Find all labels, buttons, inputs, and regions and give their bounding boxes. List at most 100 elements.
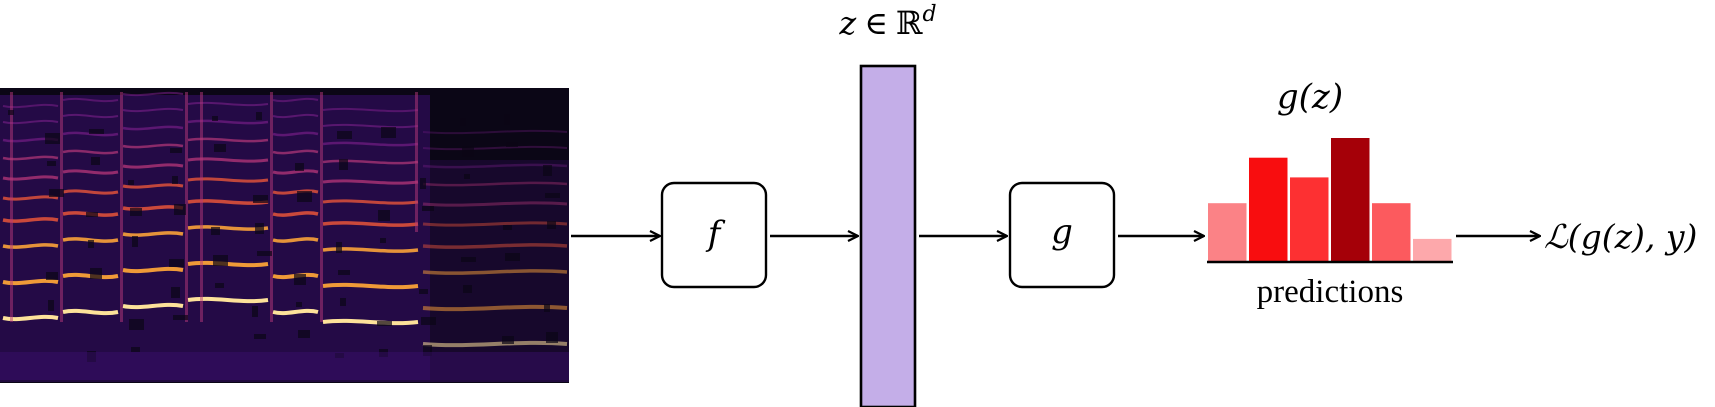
spectrogram-texture xyxy=(172,176,178,184)
predictions-chart: g(z) predictions xyxy=(1207,77,1453,310)
spectrogram-texture xyxy=(422,129,568,135)
spectrogram-texture xyxy=(87,351,96,362)
spectrogram-texture xyxy=(272,131,319,137)
spectrogram-texture xyxy=(132,236,138,247)
spectrogram-texture xyxy=(322,282,419,290)
spectrogram-texture xyxy=(0,352,569,382)
spectrogram-texture xyxy=(88,240,94,248)
spectrogram-texture xyxy=(46,272,58,280)
spectrogram-texture xyxy=(421,317,436,325)
prediction-bar xyxy=(1208,203,1247,261)
spectrogram-texture xyxy=(48,300,54,311)
spectrogram-texture xyxy=(322,107,419,113)
spectrogram-texture xyxy=(86,212,98,217)
spectrogram-texture xyxy=(187,119,269,125)
predictions-title: g(z) xyxy=(1277,77,1343,117)
spectrogram-texture xyxy=(214,144,226,152)
spectrogram-texture xyxy=(415,92,418,232)
spectrogram-texture xyxy=(215,283,224,288)
spectrogram-texture xyxy=(461,257,476,262)
spectrogram-texture xyxy=(2,217,59,223)
spectrogram-texture xyxy=(422,340,568,348)
spectrogram-texture xyxy=(2,243,59,249)
spectrogram-texture xyxy=(62,149,119,155)
spectrogram-texture xyxy=(122,125,184,131)
spectrogram-texture xyxy=(254,334,266,339)
spectrogram-texture xyxy=(90,268,102,279)
spectrogram-texture xyxy=(423,345,432,356)
spectrogram-texture xyxy=(122,183,184,189)
spectrogram-texture xyxy=(381,127,396,138)
spectrogram-texture xyxy=(422,145,568,151)
embedding-label: z ∈ ℝd xyxy=(838,2,936,42)
spectrogram-texture xyxy=(89,129,104,134)
prediction-bar xyxy=(1331,138,1370,261)
spectrogram-texture xyxy=(296,302,302,307)
spectrogram-texture xyxy=(422,181,568,187)
spectrogram-texture xyxy=(272,189,319,195)
spectrogram-texture xyxy=(340,298,346,306)
spectrogram-texture xyxy=(122,231,184,237)
spectrogram-texture xyxy=(462,146,474,157)
spectrogram-texture xyxy=(187,101,269,107)
embedding-vector: z ∈ ℝd xyxy=(838,2,937,407)
predictions-caption: predictions xyxy=(1257,274,1404,310)
spectrogram-texture xyxy=(336,242,342,253)
spectrogram-texture xyxy=(339,159,348,170)
spectrogram-texture xyxy=(2,103,59,109)
spectrogram-texture xyxy=(187,157,269,163)
spectrogram-texture xyxy=(322,247,419,253)
spectrogram-texture xyxy=(62,189,119,195)
spectrogram-texture xyxy=(322,123,419,129)
prediction-bar xyxy=(1413,238,1452,261)
spectrogram-texture xyxy=(320,92,323,322)
spectrogram-texture xyxy=(49,189,64,197)
spectrogram-texture xyxy=(211,227,220,235)
spectrogram-texture xyxy=(170,148,182,153)
spectrogram-texture xyxy=(2,155,59,161)
spectrogram-texture xyxy=(503,225,512,230)
spectrogram-texture xyxy=(2,195,59,201)
spectrogram-texture xyxy=(47,161,56,166)
spectrogram-texture xyxy=(128,180,134,185)
spectrogram-texture xyxy=(2,278,59,286)
spectrogram-texture xyxy=(545,193,560,198)
spectrogram-texture xyxy=(122,266,184,274)
spectrogram-texture xyxy=(547,221,556,229)
spectrogram-texture xyxy=(322,179,419,185)
spectrogram-texture xyxy=(2,119,59,125)
spectrogram-texture xyxy=(200,92,203,322)
spectrogram-texture xyxy=(335,353,344,358)
loss-label: ℒ(g(z), y) xyxy=(1544,217,1697,256)
embedding-var: z xyxy=(838,4,857,42)
spectrogram-texture xyxy=(130,208,142,216)
spectrogram-texture xyxy=(380,238,386,243)
spectrogram-texture xyxy=(122,107,184,113)
spectrogram-texture xyxy=(464,174,470,179)
spectrogram-texture xyxy=(8,110,14,115)
spectrogram-texture xyxy=(505,253,520,261)
element-of-symbol: ∈ xyxy=(864,4,888,42)
spectrogram-texture xyxy=(131,347,140,352)
spectrogram-texture xyxy=(378,210,390,221)
spectrogram-texture xyxy=(212,116,218,121)
spectrogram-texture xyxy=(60,92,63,322)
spectrogram-texture xyxy=(272,169,319,175)
spectrogram-texture xyxy=(62,169,119,175)
spectrogram-texture xyxy=(256,112,262,120)
spectrogram-texture xyxy=(91,157,100,165)
spectrogram-texture xyxy=(272,113,319,119)
spectrogram-texture xyxy=(377,321,392,326)
spectrogram-texture xyxy=(272,211,319,217)
spectrogram-texture xyxy=(187,137,269,143)
spectrogram-texture xyxy=(270,92,273,322)
spectrogram-texture xyxy=(322,318,419,326)
spectrogram-texture xyxy=(185,92,188,322)
spectrogram-texture xyxy=(420,178,426,189)
spectrogram-texture xyxy=(422,206,434,211)
spectrogram-texture xyxy=(322,159,419,165)
real-set-symbol: ℝ xyxy=(896,4,923,42)
spectrogram-texture xyxy=(129,319,144,330)
spectrogram-texture xyxy=(2,175,59,181)
